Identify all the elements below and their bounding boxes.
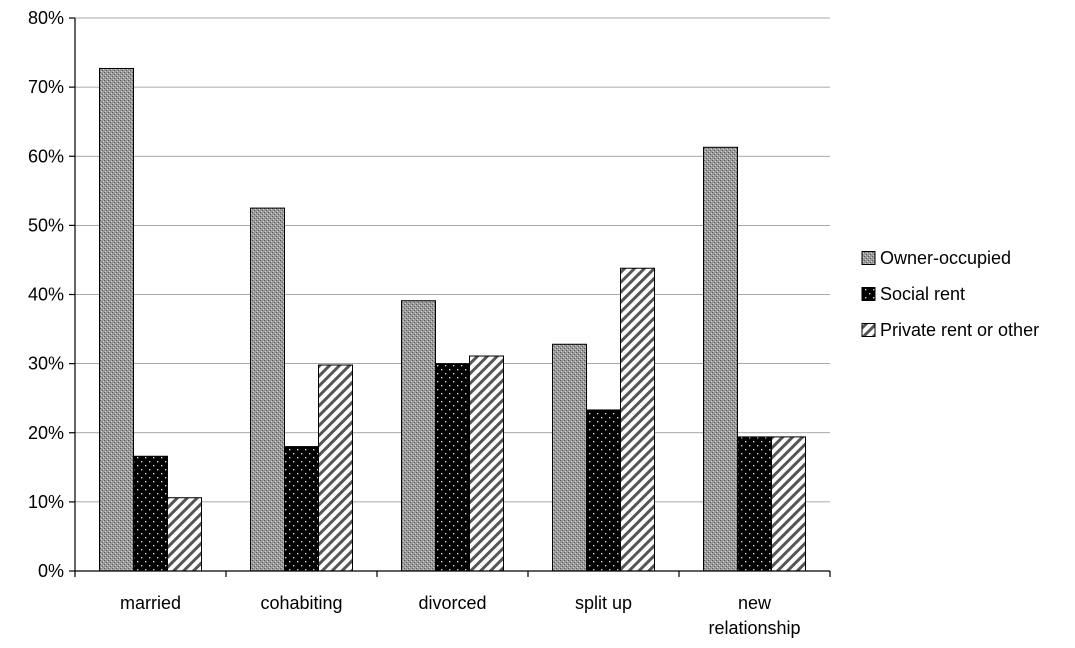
bar-diagonal (318, 364, 353, 572)
bar-dots (737, 436, 772, 572)
bar-dots (586, 409, 621, 572)
y-tick-label: 30% (28, 354, 64, 374)
x-tick-label: married (120, 593, 181, 613)
bar-crosshatch (250, 207, 285, 572)
legend-label: Private rent or other (880, 320, 1039, 340)
x-tick-label: divorced (418, 593, 486, 613)
legend-swatch-crosshatch (861, 251, 876, 265)
legend: Owner-occupied Social rent Private rent or… (861, 248, 1039, 340)
bar-dots (133, 455, 168, 572)
y-tick-label: 70% (28, 77, 64, 97)
axes (69, 17, 831, 577)
x-tick-labels: married cohabiting divorced split up new rela… (120, 593, 801, 638)
legend-label: Social rent (880, 284, 965, 304)
bar-diagonal (469, 355, 504, 572)
bar-diagonal (620, 267, 655, 572)
bar-diagonal (167, 497, 202, 572)
bar-crosshatch (703, 146, 738, 572)
bar-crosshatch (552, 343, 587, 572)
legend-swatch-diagonal (861, 323, 876, 337)
y-tick-label: 60% (28, 146, 64, 166)
y-tick-label: 0% (38, 561, 64, 581)
x-tick-label: split up (575, 593, 632, 613)
bar-dots (284, 446, 319, 572)
x-tick-label: relationship (708, 618, 800, 638)
y-tick-label: 10% (28, 492, 64, 512)
y-tick-label: 80% (28, 8, 64, 28)
bars (99, 67, 806, 572)
y-tick-labels: 0% 10% 20% 30% 40% 50% 60% 70% 80% (28, 8, 64, 581)
x-tick-label: new (738, 593, 772, 613)
bar-diagonal (771, 436, 806, 572)
bar-crosshatch (99, 67, 134, 572)
bar-crosshatch (401, 300, 436, 572)
bar-dots (435, 363, 470, 572)
y-tick-label: 20% (28, 423, 64, 443)
y-tick-label: 40% (28, 285, 64, 305)
legend-label: Owner-occupied (880, 248, 1011, 268)
legend-swatch-dots (861, 287, 876, 301)
y-tick-label: 50% (28, 215, 64, 235)
x-tick-label: cohabiting (260, 593, 342, 613)
